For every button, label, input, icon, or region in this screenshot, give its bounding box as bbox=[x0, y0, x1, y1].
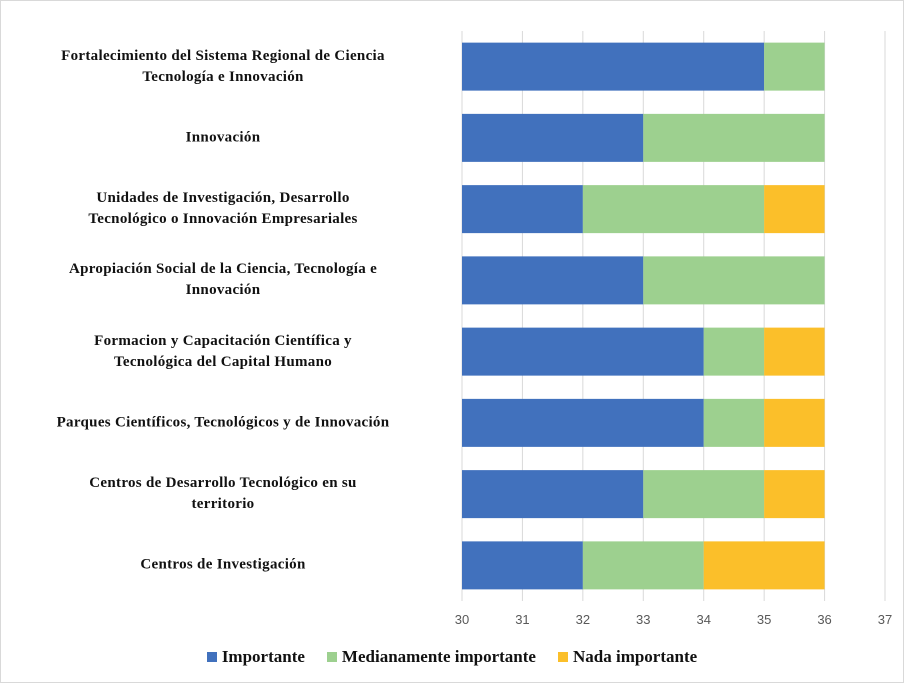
bar-segment bbox=[462, 398, 704, 447]
bar-segment bbox=[764, 327, 825, 376]
legend-label: Importante bbox=[221, 647, 305, 666]
bar-segment bbox=[643, 113, 825, 162]
category-label: Fortalecimiento del Sistema Regional de … bbox=[61, 47, 385, 85]
bar-segment bbox=[764, 470, 825, 519]
bar-segment bbox=[462, 113, 644, 162]
x-tick-label: 31 bbox=[515, 612, 529, 627]
legend-label: Medianamente importante bbox=[341, 647, 536, 666]
legend: Importante Medianamente importante Nada im… bbox=[1, 647, 903, 667]
bar-segment bbox=[462, 185, 583, 234]
x-tick-label: 32 bbox=[576, 612, 590, 627]
bar-segment bbox=[582, 541, 704, 590]
x-tick-label: 34 bbox=[696, 612, 710, 627]
category-label: Formacion y Capacitación Científica y Te… bbox=[94, 332, 352, 370]
bar-segment bbox=[462, 42, 765, 91]
x-tick-label: 37 bbox=[878, 612, 892, 627]
category-label: Unidades de Investigación, Desarrollo Te… bbox=[88, 190, 358, 228]
bar-segment bbox=[462, 256, 644, 305]
bar-segment bbox=[582, 185, 765, 234]
bar-segment bbox=[764, 42, 825, 91]
legend-item: Medianamente importante bbox=[326, 647, 536, 667]
legend-item: Nada importante bbox=[557, 647, 698, 667]
legend-label: Nada importante bbox=[572, 647, 698, 666]
x-tick-label: 35 bbox=[757, 612, 771, 627]
bar-segment bbox=[462, 327, 704, 376]
category-label: Centros de Investigación bbox=[140, 556, 306, 573]
plot: 30 31 32 33 34 35 36 37 bbox=[455, 31, 892, 627]
legend-swatch bbox=[557, 652, 568, 662]
legend-swatch bbox=[326, 652, 337, 662]
bar-segment bbox=[462, 541, 583, 590]
bar-segment bbox=[764, 185, 825, 234]
x-tick-label: 33 bbox=[636, 612, 650, 627]
x-tick-label: 30 bbox=[455, 612, 469, 627]
bar-segment bbox=[643, 256, 825, 305]
bar-segment bbox=[703, 327, 765, 376]
bar-segment bbox=[764, 398, 825, 447]
category-label: Apropiación Social de la Ciencia, Tecnol… bbox=[68, 261, 378, 299]
bar-segment bbox=[703, 398, 765, 447]
bar-segment bbox=[643, 470, 765, 519]
legend-swatch bbox=[206, 652, 217, 662]
legend-item: Importante bbox=[206, 647, 305, 667]
bar-segment bbox=[703, 541, 825, 590]
category-label: Centros de Desarrollo Tecnológico en su … bbox=[89, 475, 357, 513]
category-label: Innovación bbox=[185, 129, 261, 146]
x-tick-label: 36 bbox=[817, 612, 831, 627]
category-label: Parques Científicos, Tecnológicos y de I… bbox=[56, 414, 390, 431]
bar-segment bbox=[462, 470, 644, 519]
